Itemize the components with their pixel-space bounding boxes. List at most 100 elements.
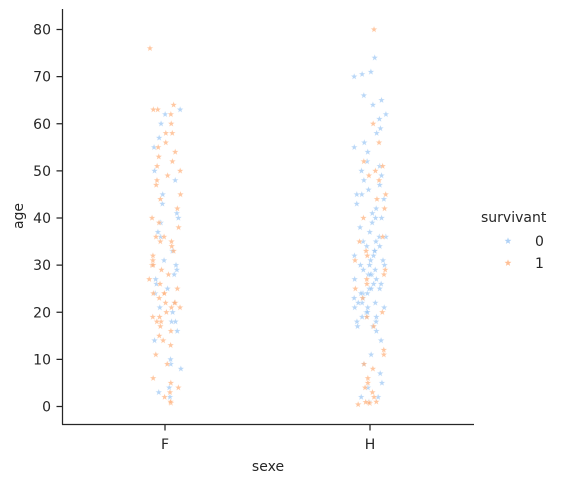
point-survivant-1 <box>375 138 383 146</box>
point-survivant-0 <box>356 261 365 269</box>
point-survivant-1 <box>369 364 377 373</box>
point-survivant-0 <box>366 256 375 264</box>
point-survivant-1 <box>372 397 381 406</box>
y-tick-label: 50 <box>33 164 51 180</box>
point-survivant-1 <box>149 289 158 297</box>
point-survivant-1 <box>156 322 165 330</box>
point-survivant-1 <box>149 261 158 269</box>
point-survivant-0 <box>380 195 388 203</box>
y-tick-label: 70 <box>33 70 51 86</box>
point-survivant-1 <box>363 312 371 321</box>
point-survivant-0 <box>372 275 381 283</box>
point-survivant-0 <box>367 67 375 76</box>
point-survivant-0 <box>368 218 377 226</box>
point-survivant-0 <box>380 303 389 311</box>
point-survivant-0 <box>376 124 385 132</box>
point-survivant-0 <box>358 70 366 78</box>
point-survivant-0 <box>377 213 386 222</box>
point-survivant-1 <box>153 162 161 170</box>
point-survivant-1 <box>369 322 378 330</box>
point-survivant-1 <box>360 360 368 368</box>
point-survivant-1 <box>154 152 163 160</box>
legend-label-0: 0 <box>535 234 544 250</box>
point-survivant-0 <box>380 261 389 269</box>
point-survivant-0 <box>357 190 366 198</box>
legend-marker-0 <box>504 237 512 244</box>
point-survivant-0 <box>157 119 165 128</box>
point-survivant-1 <box>381 265 390 274</box>
point-survivant-0 <box>372 327 381 335</box>
point-survivant-1 <box>169 246 178 255</box>
point-survivant-0 <box>377 336 385 344</box>
point-survivant-0 <box>163 284 172 292</box>
point-survivant-0 <box>372 204 381 212</box>
point-survivant-1 <box>151 350 160 358</box>
point-survivant-1 <box>174 383 183 391</box>
point-survivant-1 <box>368 388 377 396</box>
legend-marker-1 <box>504 259 512 266</box>
point-survivant-0 <box>170 270 179 278</box>
point-survivant-0 <box>367 350 375 358</box>
point-survivant-1 <box>161 138 170 146</box>
point-survivant-0 <box>377 96 386 104</box>
point-survivant-0 <box>360 138 369 146</box>
point-survivant-1 <box>159 336 167 344</box>
point-survivant-1 <box>371 166 380 175</box>
point-survivant-1 <box>351 284 360 292</box>
point-survivant-0 <box>359 91 368 99</box>
point-survivant-0 <box>370 53 379 62</box>
point-survivant-0 <box>353 322 362 330</box>
point-survivant-1 <box>378 232 387 241</box>
point-survivant-0 <box>379 256 387 264</box>
point-survivant-1 <box>167 303 176 311</box>
y-tick-label: 20 <box>33 305 51 321</box>
point-survivant-1 <box>378 162 387 170</box>
point-survivant-1 <box>365 171 373 179</box>
point-survivant-1 <box>380 270 388 278</box>
point-survivant-1 <box>351 256 359 264</box>
point-survivant-1 <box>370 25 378 33</box>
points-layer <box>145 25 390 408</box>
point-survivant-0 <box>155 303 164 311</box>
point-survivant-1 <box>167 119 176 128</box>
point-survivant-1 <box>379 345 388 354</box>
point-survivant-1 <box>173 204 182 212</box>
point-survivant-1 <box>146 44 154 52</box>
point-survivant-1 <box>153 317 161 325</box>
legend-label-1: 1 <box>535 256 544 272</box>
point-survivant-0 <box>350 303 359 311</box>
point-survivant-1 <box>174 223 183 231</box>
point-survivant-0 <box>375 180 384 189</box>
point-survivant-1 <box>176 303 184 311</box>
point-survivant-1 <box>163 360 172 368</box>
point-survivant-1 <box>168 129 177 137</box>
point-survivant-1 <box>155 218 163 226</box>
point-survivant-1 <box>148 213 156 222</box>
legend-title: survivant <box>481 210 547 226</box>
point-survivant-0 <box>171 317 180 325</box>
y-axis-label: age <box>11 203 27 229</box>
point-survivant-0 <box>176 105 184 113</box>
point-survivant-0 <box>363 147 372 156</box>
point-survivant-1 <box>359 213 368 222</box>
point-survivant-0 <box>160 256 168 264</box>
point-survivant-1 <box>160 232 168 241</box>
point-survivant-0 <box>369 100 377 109</box>
point-survivant-1 <box>362 275 371 283</box>
point-survivant-0 <box>364 185 373 193</box>
point-survivant-0 <box>356 223 364 231</box>
point-survivant-1 <box>176 166 184 175</box>
y-tick-label: 40 <box>33 211 51 227</box>
point-survivant-0 <box>161 110 169 118</box>
point-survivant-1 <box>359 157 368 165</box>
point-survivant-0 <box>158 190 167 198</box>
point-survivant-0 <box>363 289 372 297</box>
point-survivant-0 <box>357 289 365 297</box>
point-survivant-0 <box>365 261 374 269</box>
point-survivant-0 <box>155 133 164 142</box>
point-survivant-1 <box>162 308 171 316</box>
point-survivant-1 <box>156 279 164 288</box>
point-survivant-0 <box>357 166 366 175</box>
